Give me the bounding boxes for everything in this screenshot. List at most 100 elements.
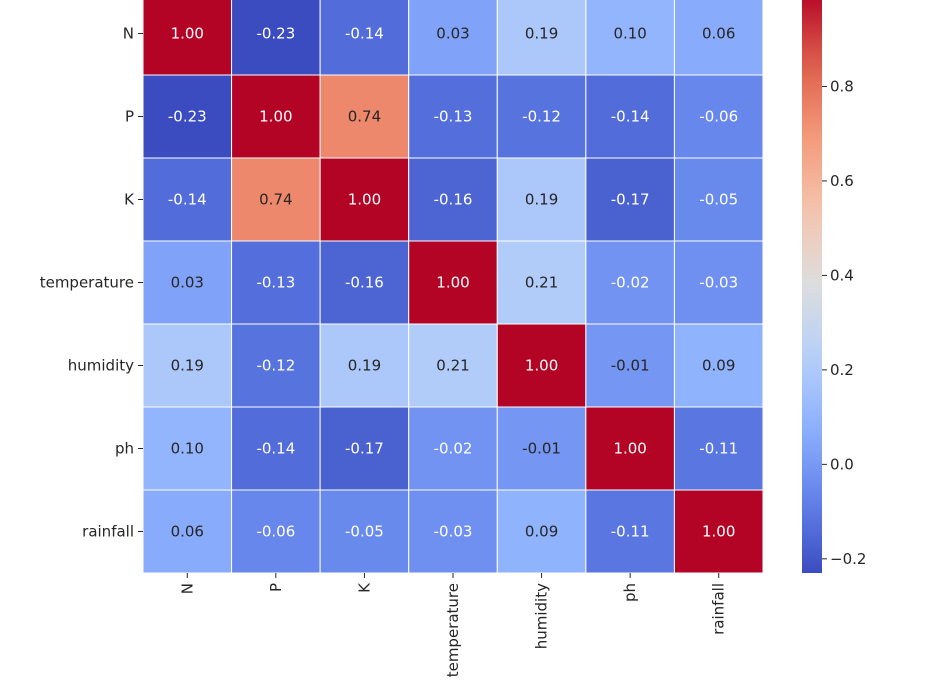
heatmap-cell-2-2 (319, 157, 410, 242)
y-tick-label: K (124, 191, 135, 209)
cell-value-label: -0.14 (345, 25, 384, 43)
cell-value-label: -0.05 (699, 191, 738, 209)
y-tick-label: temperature (40, 274, 134, 292)
cell-value-label: 1.00 (613, 440, 646, 458)
heatmap-cell-5-0 (142, 406, 233, 491)
cell-value-label: -0.13 (256, 274, 295, 292)
heatmap-cell-0-6 (673, 0, 764, 76)
x-tick-label: N (178, 583, 196, 594)
cell-value-label: -0.12 (256, 357, 295, 375)
heatmap-cell-0-5 (585, 0, 675, 76)
cell-value-label: 0.09 (525, 523, 558, 541)
x-tick-label: K (355, 582, 373, 593)
y-tick-label: rainfall (82, 523, 134, 541)
heatmap-cell-3-3 (408, 240, 498, 325)
cell-value-label: -0.12 (522, 108, 561, 126)
cell-value-label: -0.06 (699, 108, 738, 126)
heatmap-cell-1-3 (408, 74, 498, 159)
cell-value-label: -0.17 (345, 440, 384, 458)
heatmap-cell-0-4 (496, 0, 587, 76)
heatmap-cell-6-0 (142, 489, 233, 574)
colorbar-tick-label: 0.6 (830, 172, 854, 190)
x-tick-label: ph (621, 583, 639, 602)
cell-value-label: -0.11 (699, 440, 738, 458)
heatmap-cell-2-0 (142, 157, 233, 242)
cell-value-label: 0.03 (171, 274, 204, 292)
heatmap-cell-4-6 (673, 323, 764, 408)
heatmap-cell-1-4 (496, 74, 587, 159)
y-tick-label: P (125, 108, 134, 126)
cell-value-label: -0.16 (434, 191, 473, 209)
x-tick-label: humidity (533, 583, 551, 649)
cell-value-label: 1.00 (171, 25, 204, 43)
heatmap-cell-3-5 (585, 240, 675, 325)
y-tick-label: humidity (68, 357, 134, 375)
heatmap-cell-2-6 (673, 157, 764, 242)
cell-value-label: 0.74 (259, 191, 292, 209)
cell-value-label: 0.03 (436, 25, 469, 43)
cell-value-label: 1.00 (259, 108, 292, 126)
y-tick-label: N (123, 25, 134, 43)
cell-value-label: -0.01 (611, 357, 650, 375)
heatmap-cell-6-2 (319, 489, 410, 574)
heatmap-cell-3-1 (231, 240, 321, 325)
x-tick-label: temperature (444, 583, 462, 677)
cell-value-label: 0.21 (525, 274, 558, 292)
cell-value-label: 0.19 (348, 357, 381, 375)
heatmap-cell-6-4 (496, 489, 587, 574)
heatmap-cell-4-2 (319, 323, 410, 408)
heatmap-cell-0-1 (231, 0, 321, 76)
cell-value-label: -0.17 (611, 191, 650, 209)
cell-value-label: -0.03 (434, 523, 473, 541)
x-tick-label: P (267, 583, 285, 592)
colorbar-tick-label: 0.0 (830, 455, 854, 473)
cell-value-label: -0.14 (611, 108, 650, 126)
cell-value-label: -0.06 (256, 523, 295, 541)
cell-value-label: 0.74 (348, 108, 381, 126)
heatmap-cell-4-5 (585, 323, 675, 408)
heatmap-cell-1-5 (585, 74, 675, 159)
colorbar-tick-label: 0.4 (830, 266, 854, 284)
cell-value-label: 0.10 (171, 440, 204, 458)
cell-value-label: -0.14 (168, 191, 207, 209)
cell-value-label: 0.09 (702, 357, 735, 375)
heatmap-cell-5-6 (673, 406, 764, 491)
heatmap-cells: 1.00 -0.23 -0.14 0.03 0.19 0.10 0.06 -0.23 1.00 0… (142, 0, 764, 574)
heatmap-cell-2-4 (496, 157, 587, 242)
colorbar-gradient (802, 0, 822, 573)
heatmap-cell-5-1 (231, 406, 321, 491)
cell-value-label: 0.21 (436, 357, 469, 375)
cell-value-label: -0.23 (256, 25, 295, 43)
heatmap-cell-2-3 (408, 157, 498, 242)
cell-value-label: -0.16 (345, 274, 384, 292)
heatmap-cell-0-3 (408, 0, 498, 76)
cell-value-label: 0.10 (613, 25, 646, 43)
heatmap-cell-2-1 (231, 157, 321, 242)
cell-value-label: 1.00 (525, 357, 558, 375)
heatmap-cell-1-0 (142, 74, 233, 159)
cell-value-label: 1.00 (702, 523, 735, 541)
colorbar-tick-label: 0.2 (830, 361, 854, 379)
cell-value-label: -0.23 (168, 108, 207, 126)
cell-value-label: -0.13 (434, 108, 473, 126)
cell-value-label: 1.00 (348, 191, 381, 209)
cell-value-label: -0.02 (611, 274, 650, 292)
heatmap-cell-6-6 (673, 489, 764, 574)
cell-value-label: 0.06 (171, 523, 204, 541)
y-tick-label: ph (115, 440, 134, 458)
cell-value-label: -0.02 (434, 440, 473, 458)
heatmap-cell-6-3 (408, 489, 498, 574)
cell-value-label: -0.03 (699, 274, 738, 292)
cell-value-label: -0.14 (256, 440, 295, 458)
heatmap-cell-1-6 (673, 74, 764, 159)
heatmap-cell-0-2 (319, 0, 410, 76)
cell-value-label: -0.05 (345, 523, 384, 541)
colorbar-tick-label: 0.8 (830, 77, 854, 95)
heatmap-cell-3-2 (319, 240, 410, 325)
x-tick-label: rainfall (710, 583, 728, 635)
heatmap-cell-4-3 (408, 323, 498, 408)
cell-value-label: 0.19 (171, 357, 204, 375)
